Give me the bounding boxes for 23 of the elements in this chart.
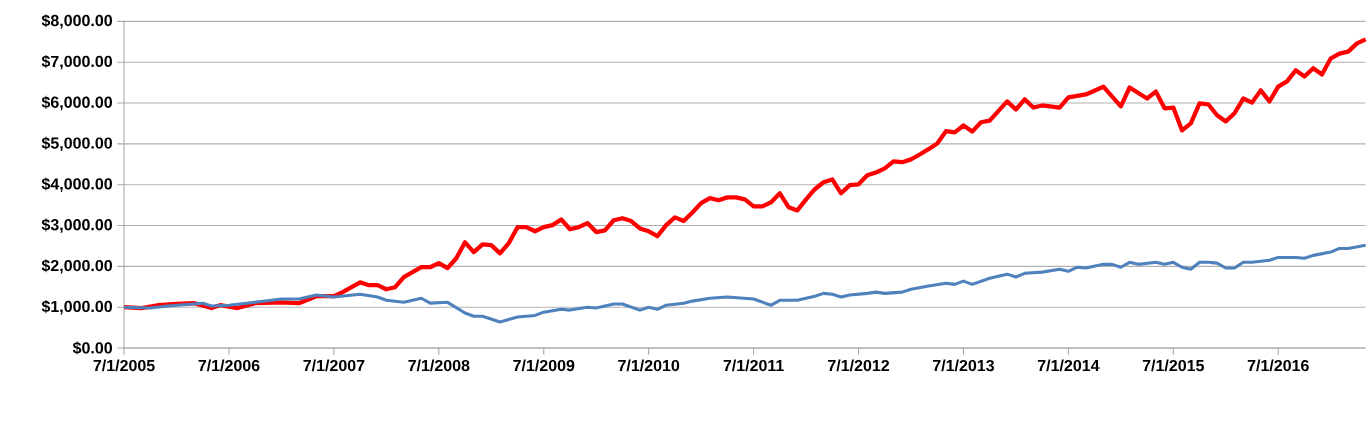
x-tick-label: 7/1/2011 [723, 359, 784, 372]
y-tick-label: $7,000.00 [41, 54, 112, 70]
x-tick-label: 7/1/2014 [1037, 359, 1100, 372]
line-series [121, 36, 1368, 310]
x-tick-label: 7/1/2016 [1247, 359, 1309, 372]
y-tick-label: $5,000.00 [41, 136, 112, 151]
x-tick-label: 7/1/2010 [618, 359, 680, 372]
x-tick-label: 7/1/2015 [1142, 359, 1204, 372]
x-tick-label: 7/1/2012 [828, 359, 890, 372]
y-tick-label: $6,000.00 [41, 95, 112, 110]
x-tick-label: 7/1/2006 [198, 359, 260, 372]
x-tick-label: 7/1/2008 [408, 359, 470, 372]
y-tick-label: $3,000.00 [41, 218, 112, 233]
x-tick-label: 7/1/2005 [93, 359, 155, 372]
y-tick-label: $1,000.00 [41, 299, 112, 315]
x-tick-label: 7/1/2013 [932, 359, 995, 372]
y-tick-label: $2,000.00 [41, 259, 112, 274]
y-tick-label: $8,000.00 [41, 13, 112, 29]
line-series [122, 243, 1368, 324]
y-tick-label: $4,000.00 [41, 177, 112, 192]
x-tick-label: 7/1/2007 [303, 359, 365, 372]
x-tick-label: 7/1/2009 [513, 359, 575, 372]
y-tick-label: $0.00 [72, 341, 112, 355]
